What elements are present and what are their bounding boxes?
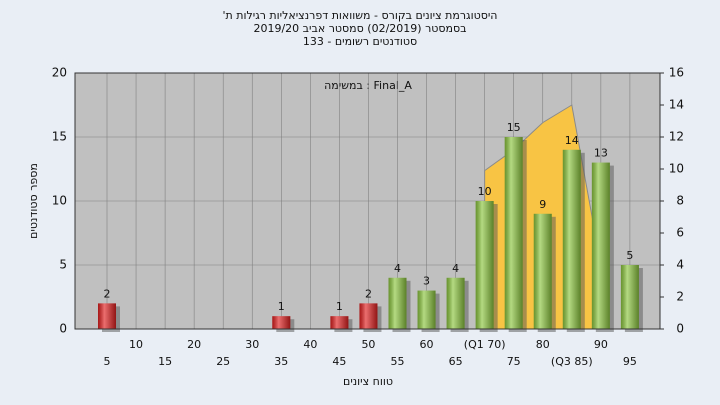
- bar-shade: [98, 303, 116, 329]
- x-tick-label: 25: [216, 355, 230, 368]
- y-axis-label: מספר סטודנטים: [27, 163, 40, 239]
- value-label: 1: [278, 300, 285, 313]
- value-label: 15: [507, 121, 521, 134]
- value-label: 9: [539, 198, 546, 211]
- title-line: בסמסטר (02/2019) סמסטר אביב 2019/20: [253, 22, 466, 35]
- value-label: 4: [452, 262, 459, 275]
- bar-shade: [475, 201, 494, 329]
- bar-shade: [620, 265, 639, 329]
- y2-tick-label: 2: [676, 290, 684, 304]
- bar-shade: [591, 162, 610, 329]
- value-label: 5: [626, 249, 633, 262]
- bar-shade: [446, 277, 465, 329]
- x-tick-label: 35: [274, 355, 288, 368]
- y-tick-label: 5: [59, 258, 67, 272]
- value-label: 4: [394, 262, 401, 275]
- y2-tick-label: 16: [669, 66, 684, 80]
- y2-tick-label: 14: [669, 98, 684, 112]
- x-tick-label: (Q1 70): [464, 338, 506, 351]
- x-tick-label: 20: [187, 338, 201, 351]
- y-tick-label: 20: [52, 66, 67, 80]
- y2-tick-label: 6: [676, 226, 684, 240]
- x-tick-label: 50: [361, 338, 375, 351]
- value-label: 2: [365, 287, 372, 300]
- title-line: היסטוגרמת ציונים בקורס - משוואות דפרנציא…: [223, 9, 498, 22]
- value-label: 13: [594, 147, 608, 160]
- x-tick-label: 45: [332, 355, 346, 368]
- y-tick-label: 10: [52, 194, 67, 208]
- x-tick-label: 60: [420, 338, 434, 351]
- bar-shade: [562, 149, 581, 329]
- x-tick-label: 15: [158, 355, 172, 368]
- x-tick-label: 30: [245, 338, 259, 351]
- x-tick-label: 75: [507, 355, 521, 368]
- bar-shade: [388, 277, 407, 329]
- x-tick-label: 80: [536, 338, 550, 351]
- y2-tick-label: 8: [676, 194, 684, 208]
- value-label: 1: [336, 300, 343, 313]
- title-line: סטודנטים רשומים - 133: [303, 35, 417, 48]
- x-tick-label: 10: [129, 338, 143, 351]
- y2-tick-label: 4: [676, 258, 684, 272]
- value-label: 2: [104, 287, 111, 300]
- bar-shade: [417, 290, 436, 329]
- y2-tick-label: 10: [669, 162, 684, 176]
- y2-tick-label: 12: [669, 130, 684, 144]
- x-tick-label: 65: [449, 355, 463, 368]
- x-axis-label: טווח ציונים: [343, 375, 393, 388]
- plot-border: [74, 72, 661, 330]
- x-tick-label: (Q3 85): [551, 355, 593, 368]
- bar-shade: [504, 137, 523, 329]
- y-tick-label: 15: [52, 130, 67, 144]
- x-tick-label: 95: [623, 355, 637, 368]
- y-tick-label: 0: [59, 322, 67, 336]
- value-label: 14: [565, 134, 579, 147]
- bar-shade: [359, 303, 378, 329]
- bar-shade: [272, 316, 291, 329]
- value-label: 10: [478, 185, 492, 198]
- x-tick-label: 40: [303, 338, 317, 351]
- x-tick-label: 90: [594, 338, 608, 351]
- x-tick-label: 55: [391, 355, 405, 368]
- x-tick-label: 5: [104, 355, 111, 368]
- value-label: 3: [423, 275, 430, 288]
- bar-shade: [330, 316, 349, 329]
- bar-shade: [533, 213, 552, 329]
- y2-tick-label: 0: [676, 322, 684, 336]
